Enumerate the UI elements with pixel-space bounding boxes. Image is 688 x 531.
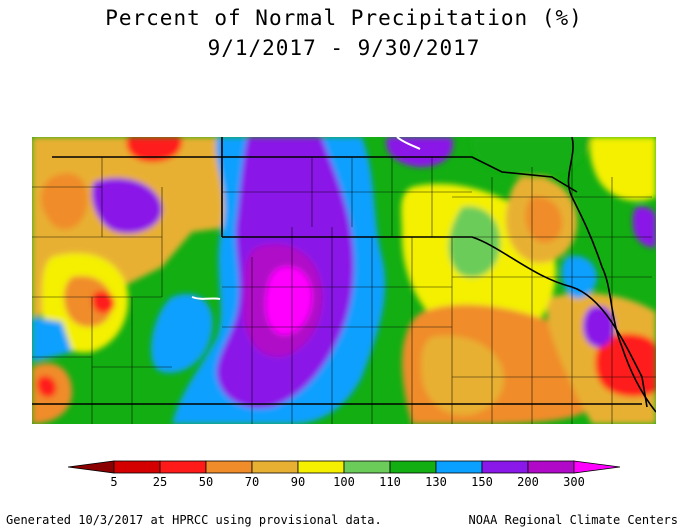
legend-break-label: 50 (199, 475, 213, 489)
legend-break-label: 5 (110, 475, 117, 489)
region-ne-green (471, 137, 592, 178)
legend-bin (205, 460, 253, 474)
region-e-tan (421, 335, 504, 416)
source-credit: NOAA Regional Climate Centers (468, 513, 678, 527)
river-feature (396, 137, 421, 150)
legend-bin (343, 460, 391, 474)
legend-bin (527, 460, 575, 474)
legend-break-label: 300 (563, 475, 585, 489)
region-nw-red (126, 137, 183, 162)
lake-feature (191, 296, 221, 300)
region-sw-red (37, 375, 57, 398)
color-legend: 5 25 50 70 90 100 110 130 150 200 300 (67, 460, 621, 489)
legend-arrow-high (573, 460, 621, 474)
region-ne-orange (525, 196, 563, 243)
region-nw-purple (91, 178, 163, 234)
legend-bin (435, 460, 483, 474)
legend-bin (251, 460, 299, 474)
region-ne-yellow (589, 137, 656, 201)
legend-arrow-low (67, 460, 115, 474)
legend-break-label: 25 (153, 475, 167, 489)
region-se-red (595, 333, 656, 397)
legend-bin (297, 460, 345, 474)
legend-break-label: 130 (425, 475, 447, 489)
precipitation-map (32, 137, 656, 424)
legend-bin (481, 460, 529, 474)
legend-break-label: 200 (517, 475, 539, 489)
region-sw-blue (151, 293, 213, 373)
map-title: Percent of Normal Precipitation (%) (105, 6, 583, 30)
legend-bin (113, 460, 161, 474)
map-date-range: 9/1/2017 - 9/30/2017 (207, 36, 481, 60)
legend-break-label: 70 (245, 475, 259, 489)
legend-bin (159, 460, 207, 474)
generation-note: Generated 10/3/2017 at HPRCC using provi… (6, 513, 382, 527)
region-w-blue (32, 317, 72, 362)
legend-break-label: 100 (333, 475, 355, 489)
region-w-orange (63, 276, 113, 327)
legend-break-label: 90 (291, 475, 305, 489)
region-n-purple (386, 137, 453, 167)
state-boundaries (32, 137, 656, 413)
legend-bin (389, 460, 437, 474)
legend-break-label: 150 (471, 475, 493, 489)
region-ec-lightgreen (448, 206, 501, 278)
region-central-magenta (265, 266, 312, 335)
legend-break-label: 110 (379, 475, 401, 489)
county-lines (32, 157, 656, 424)
